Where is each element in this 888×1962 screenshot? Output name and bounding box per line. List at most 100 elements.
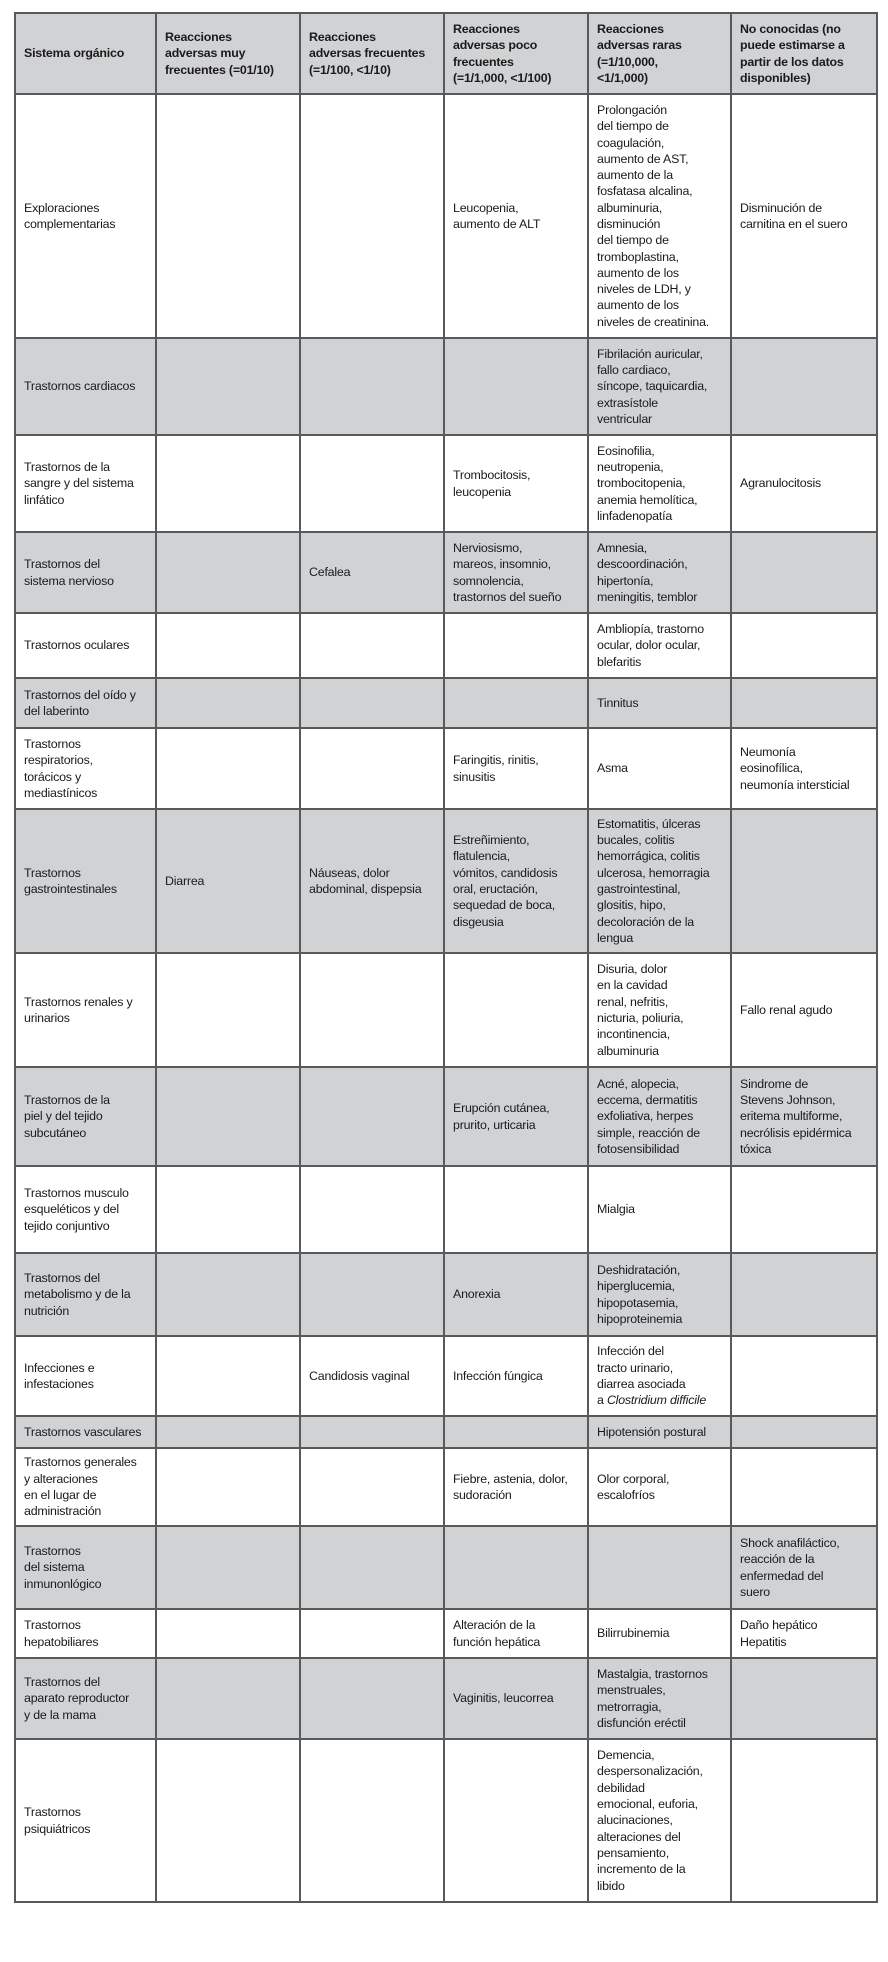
- cell-rare: Eosinofilia, neutropenia, trombocitopeni…: [587, 434, 732, 533]
- column-header-organ-system: Sistema orgánico: [14, 12, 157, 95]
- cell-very-frequent: [155, 1525, 301, 1610]
- cell-organ-system: Trastornos respiratorios, torácicos y me…: [14, 727, 157, 810]
- cell-uncommon: [443, 1415, 589, 1449]
- table-row: Trastornos del sistema inmunonlógico Shoc…: [14, 1525, 878, 1610]
- cell-rare: Fibrilación auricular, fallo cardiaco, s…: [587, 337, 732, 436]
- cell-unknown: Sindrome de Stevens Johnson, eritema mul…: [730, 1066, 878, 1167]
- cell-unknown: Agranulocitosis: [730, 434, 878, 533]
- cell-organ-system: Infecciones e infestaciones: [14, 1335, 157, 1417]
- cell-frequent: [299, 1447, 445, 1527]
- cell-unknown: [730, 808, 878, 954]
- cell-rare: Bilirrubinemia: [587, 1608, 732, 1659]
- table-row: Trastornos generales y alteraciones en e…: [14, 1447, 878, 1527]
- cell-very-frequent: [155, 612, 301, 679]
- cell-frequent: [299, 727, 445, 810]
- cell-very-frequent: [155, 1165, 301, 1254]
- table-row: Trastornos oculares Ambliopía, trastorno …: [14, 612, 878, 679]
- table-row: Infecciones e infestaciones Candidosis va…: [14, 1335, 878, 1417]
- cell-uncommon: [443, 337, 589, 436]
- cell-rare: [587, 1525, 732, 1610]
- cell-unknown: Disminución de carnitina en el suero: [730, 93, 878, 339]
- cell-uncommon: Trombocitosis, leucopenia: [443, 434, 589, 533]
- table-row: Trastornos del oído y del laberinto Tinni…: [14, 677, 878, 729]
- cell-organ-system: Trastornos psiquiátricos: [14, 1738, 157, 1903]
- cell-uncommon: [443, 1525, 589, 1610]
- cell-organ-system: Trastornos de la sangre y del sistema li…: [14, 434, 157, 533]
- cell-uncommon: Estreñimiento, flatulencia, vómitos, can…: [443, 808, 589, 954]
- cell-rare: Deshidratación, hiperglucemia, hipopotas…: [587, 1252, 732, 1337]
- cell-organ-system: Trastornos del metabolismo y de la nutri…: [14, 1252, 157, 1337]
- cell-frequent: [299, 1066, 445, 1167]
- cell-frequent: [299, 1608, 445, 1659]
- cell-rare: Amnesia, descoordinación, hipertonía, me…: [587, 531, 732, 614]
- table-row: Trastornos de la sangre y del sistema li…: [14, 434, 878, 533]
- cell-frequent: [299, 952, 445, 1068]
- adverse-reactions-table: Sistema orgánico Reacciones adversas muy …: [14, 12, 878, 1903]
- cell-very-frequent: [155, 677, 301, 729]
- cell-unknown: [730, 1447, 878, 1527]
- cell-frequent: [299, 337, 445, 436]
- cell-organ-system: Trastornos de la piel y del tejido subcu…: [14, 1066, 157, 1167]
- column-header-unknown: No conocidas (no puede estimarse a parti…: [730, 12, 878, 95]
- cell-rare: Prolongación del tiempo de coagulación, …: [587, 93, 732, 339]
- column-header-uncommon: Reacciones adversas poco frecuentes (=1/…: [443, 12, 589, 95]
- cell-organ-system: Trastornos del sistema nervioso: [14, 531, 157, 614]
- cell-organ-system: Trastornos generales y alteraciones en e…: [14, 1447, 157, 1527]
- cell-unknown: [730, 1657, 878, 1740]
- cell-uncommon: Leucopenia, aumento de ALT: [443, 93, 589, 339]
- cell-rare: Olor corporal, escalofríos: [587, 1447, 732, 1527]
- cell-frequent: [299, 1525, 445, 1610]
- cell-frequent: Candidosis vaginal: [299, 1335, 445, 1417]
- cell-unknown: [730, 612, 878, 679]
- table-row: Trastornos del metabolismo y de la nutri…: [14, 1252, 878, 1337]
- cell-rare: Ambliopía, trastorno ocular, dolor ocula…: [587, 612, 732, 679]
- cell-frequent: Cefalea: [299, 531, 445, 614]
- cell-organ-system: Trastornos renales y urinarios: [14, 952, 157, 1068]
- cell-rare: Demencia, despersonalización, debilidad …: [587, 1738, 732, 1903]
- cell-very-frequent: [155, 434, 301, 533]
- cell-rare: Asma: [587, 727, 732, 810]
- column-header-frequent: Reacciones adversas frecuentes (=1/100, …: [299, 12, 445, 95]
- cell-very-frequent: [155, 1608, 301, 1659]
- cell-organ-system: Trastornos del sistema inmunonlógico: [14, 1525, 157, 1610]
- cell-rare: Acné, alopecia, eccema, dermatitis exfol…: [587, 1066, 732, 1167]
- cell-frequent: [299, 434, 445, 533]
- cell-organ-system: Exploraciones complementarias: [14, 93, 157, 339]
- cell-unknown: [730, 337, 878, 436]
- cell-organ-system: Trastornos cardiacos: [14, 337, 157, 436]
- cell-uncommon: Fiebre, astenia, dolor, sudoración: [443, 1447, 589, 1527]
- cell-uncommon: Vaginitis, leucorrea: [443, 1657, 589, 1740]
- cell-very-frequent: [155, 1447, 301, 1527]
- table-row: Exploraciones complementarias Leucopenia,…: [14, 93, 878, 339]
- cell-uncommon: Faringitis, rinitis, sinusitis: [443, 727, 589, 810]
- cell-unknown: [730, 1738, 878, 1903]
- cell-unknown: [730, 1415, 878, 1449]
- cell-frequent: [299, 612, 445, 679]
- cell-frequent: [299, 677, 445, 729]
- cell-very-frequent: [155, 1252, 301, 1337]
- cell-frequent: [299, 1415, 445, 1449]
- table-row: Trastornos gastrointestinales Diarrea Náus…: [14, 808, 878, 954]
- cell-uncommon: Alteración de la función hepática: [443, 1608, 589, 1659]
- cell-organ-system: Trastornos gastrointestinales: [14, 808, 157, 954]
- cell-frequent: [299, 1657, 445, 1740]
- cell-uncommon: Nerviosismo, mareos, insomnio, somnolenc…: [443, 531, 589, 614]
- cell-uncommon: [443, 677, 589, 729]
- cell-very-frequent: Diarrea: [155, 808, 301, 954]
- table-row: Trastornos del sistema nervioso Cefalea Ne…: [14, 531, 878, 614]
- cell-organ-system: Trastornos del aparato reproductor y de …: [14, 1657, 157, 1740]
- table-row: Trastornos psiquiátricos Demencia, desper…: [14, 1738, 878, 1903]
- cell-frequent: [299, 1252, 445, 1337]
- cell-uncommon: [443, 1165, 589, 1254]
- cell-very-frequent: [155, 1066, 301, 1167]
- cell-frequent: [299, 93, 445, 339]
- cell-organ-system: Trastornos del oído y del laberinto: [14, 677, 157, 729]
- cell-frequent: Náuseas, dolor abdominal, dispepsia: [299, 808, 445, 954]
- cell-frequent: [299, 1165, 445, 1254]
- cell-rare: Disuria, dolor en la cavidad renal, nefr…: [587, 952, 732, 1068]
- cell-organ-system: Trastornos hepatobiliares: [14, 1608, 157, 1659]
- cell-rare: Mastalgia, trastornos menstruales, metro…: [587, 1657, 732, 1740]
- cell-very-frequent: [155, 531, 301, 614]
- cell-unknown: [730, 1165, 878, 1254]
- cell-unknown: Shock anafiláctico, reacción de la enfer…: [730, 1525, 878, 1610]
